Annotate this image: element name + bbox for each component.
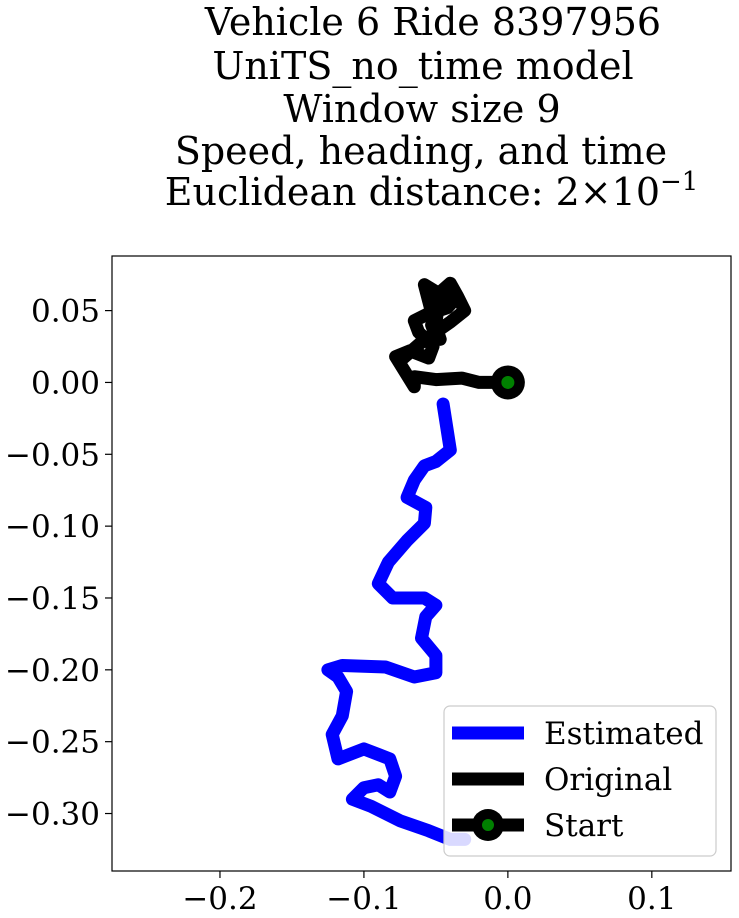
y-tick-label: −0.10 <box>5 509 100 545</box>
title-line-1: Vehicle 6 Ride 8397956 <box>204 0 661 44</box>
legend: Estimated Original Start <box>443 705 717 857</box>
x-tick-label: 0.0 <box>483 881 532 917</box>
y-tick-label: −0.30 <box>5 797 100 833</box>
series-original-line <box>389 276 515 394</box>
legend-start-marker <box>482 819 494 831</box>
title-line-4: Speed, heading, and time <box>175 129 667 173</box>
y-tick-label: −0.05 <box>5 437 100 473</box>
x-tick-label: 0.1 <box>627 881 676 917</box>
legend-start-label: Start <box>544 808 624 844</box>
series-layer <box>321 276 525 846</box>
plot-frame <box>111 255 732 872</box>
y-axis: 0.05 0.00 −0.05 −0.10 −0.15 −0.20 −0.25 −0.30 <box>5 294 112 833</box>
legend-estimated-label: Estimated <box>544 716 703 752</box>
title-exponent: −1 <box>660 167 698 197</box>
y-tick-label: −0.20 <box>5 653 100 689</box>
series-estimated-line <box>321 397 472 846</box>
chart-title: Vehicle 6 Ride 8397956 UniTS_no_time mod… <box>165 0 699 214</box>
legend-original-label: Original <box>544 762 672 798</box>
y-tick-label: −0.25 <box>5 725 100 761</box>
y-tick-label: 0.00 <box>31 365 100 401</box>
y-tick-label: −0.15 <box>5 581 100 617</box>
y-tick-label: 0.05 <box>31 294 100 330</box>
title-line-3: Window size 9 <box>283 87 560 131</box>
x-axis: −0.2 −0.1 0.0 0.1 <box>182 871 676 917</box>
start-marker <box>501 375 515 389</box>
x-tick-label: −0.1 <box>326 881 401 917</box>
title-line-5: Euclidean distance: 2×10 <box>165 170 660 214</box>
x-tick-label: −0.2 <box>182 881 257 917</box>
title-line-2: UniTS_no_time model <box>212 44 633 89</box>
